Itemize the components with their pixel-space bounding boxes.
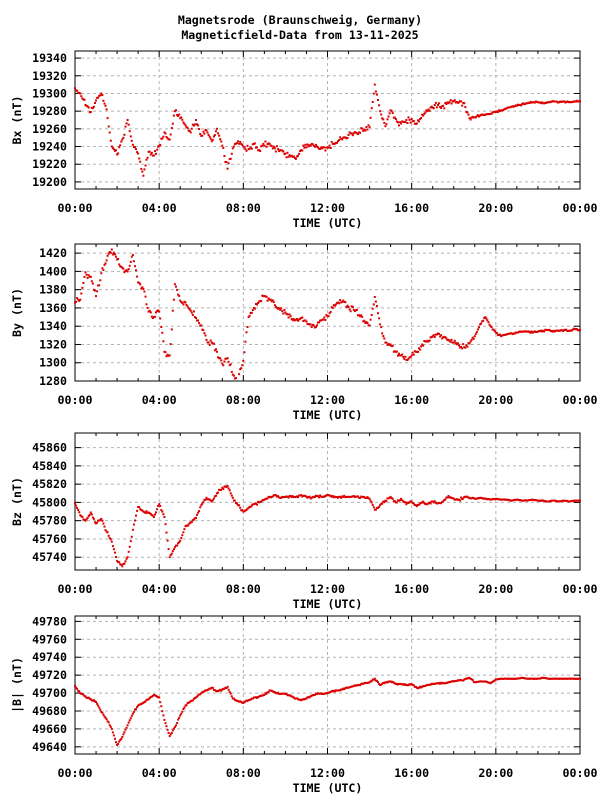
- svg-text:08:00: 08:00: [226, 766, 261, 780]
- gridlines: [75, 51, 580, 189]
- svg-text:04:00: 04:00: [142, 582, 177, 596]
- svg-text:08:00: 08:00: [226, 201, 261, 215]
- svg-text:00:00: 00:00: [58, 393, 93, 407]
- svg-text:00:00: 00:00: [58, 201, 93, 215]
- svg-text:1300: 1300: [39, 356, 67, 370]
- svg-text:12:00: 12:00: [310, 582, 345, 596]
- svg-text:20:00: 20:00: [478, 393, 513, 407]
- data-points: [74, 83, 581, 177]
- svg-text:00:00: 00:00: [563, 201, 598, 215]
- x-axis-title: TIME (UTC): [293, 216, 363, 230]
- svg-text:04:00: 04:00: [142, 766, 177, 780]
- svg-text:1420: 1420: [39, 246, 67, 260]
- svg-text:49720: 49720: [32, 668, 67, 682]
- y-tick-labels: 19200 19220 19240 19260 19280 19300 19320 19340: [32, 51, 67, 189]
- svg-text:04:00: 04:00: [142, 201, 177, 215]
- svg-text:1400: 1400: [39, 264, 67, 278]
- svg-text:16:00: 16:00: [394, 201, 429, 215]
- svg-text:20:00: 20:00: [478, 766, 513, 780]
- svg-text:45760: 45760: [32, 532, 67, 546]
- svg-text:49780: 49780: [32, 614, 67, 628]
- svg-text:45820: 45820: [32, 477, 67, 491]
- figure-title-date: Magneticfield-Data from 13-11-2025: [181, 28, 419, 42]
- svg-text:1320: 1320: [39, 337, 67, 351]
- chart-btotal: 49640 49660 49680 49700 49720 49740 49760 49780…: [10, 614, 597, 795]
- chart-bz: 45740 45760 45780 45800 45820 45840 45860 00:00…: [10, 432, 598, 611]
- x-axis-title: TIME (UTC): [293, 781, 363, 795]
- x-tick-labels: 00:00 04:00 08:00 12:00 16:00 20:00 00:00: [58, 582, 598, 596]
- x-tick-labels: 00:00 04:00 08:00 12:00 16:00 20:00 00:00: [58, 766, 598, 780]
- svg-text:00:00: 00:00: [58, 766, 93, 780]
- figure-title-station: Magnetsrode (Braunschweig, Germany): [177, 13, 423, 27]
- svg-text:19280: 19280: [32, 104, 67, 118]
- svg-text:00:00: 00:00: [563, 582, 598, 596]
- svg-text:45780: 45780: [32, 514, 67, 528]
- x-axis-title: TIME (UTC): [293, 597, 363, 611]
- svg-text:20:00: 20:00: [478, 201, 513, 215]
- svg-text:08:00: 08:00: [226, 582, 261, 596]
- svg-text:16:00: 16:00: [394, 766, 429, 780]
- data-points: [74, 248, 581, 380]
- svg-text:04:00: 04:00: [142, 393, 177, 407]
- svg-text:19260: 19260: [32, 122, 67, 136]
- y-tick-labels: 1280 1300 1320 1340 1360 1380 1400 1420: [39, 246, 67, 388]
- y-axis-title: By (nT): [10, 288, 24, 337]
- svg-text:00:00: 00:00: [58, 582, 93, 596]
- svg-text:1380: 1380: [39, 283, 67, 297]
- svg-text:00:00: 00:00: [563, 766, 598, 780]
- data-points: [74, 485, 581, 568]
- svg-text:49740: 49740: [32, 650, 67, 664]
- svg-text:49660: 49660: [32, 722, 67, 736]
- svg-text:49640: 49640: [32, 740, 67, 754]
- plot-border: [74, 50, 581, 190]
- svg-text:45740: 45740: [32, 550, 67, 564]
- y-axis-title: Bx (nT): [10, 96, 24, 145]
- data-points: [74, 676, 581, 746]
- y-axis-title: |B| (nT): [10, 657, 25, 713]
- y-axis-title: Bz (nT): [10, 477, 24, 526]
- svg-text:45800: 45800: [32, 495, 67, 509]
- svg-text:19340: 19340: [32, 51, 67, 65]
- svg-text:45860: 45860: [32, 441, 67, 455]
- chart-by: 1280 1300 1320 1340 1360 1380 1400 1420 00:00 04:…: [10, 243, 598, 422]
- x-tick-labels: 00:00 04:00 08:00 12:00 16:00 20:00 00:00: [58, 201, 598, 215]
- gridlines: [75, 433, 580, 570]
- svg-text:45840: 45840: [32, 459, 67, 473]
- svg-text:49680: 49680: [32, 704, 67, 718]
- svg-text:1340: 1340: [39, 319, 67, 333]
- svg-text:16:00: 16:00: [394, 393, 429, 407]
- svg-text:00:00: 00:00: [563, 393, 598, 407]
- svg-text:1360: 1360: [39, 301, 67, 315]
- x-axis-title: TIME (UTC): [293, 408, 363, 422]
- svg-text:16:00: 16:00: [394, 582, 429, 596]
- svg-text:1280: 1280: [39, 374, 67, 388]
- svg-text:20:00: 20:00: [478, 582, 513, 596]
- svg-text:19240: 19240: [32, 140, 67, 154]
- svg-text:19300: 19300: [32, 86, 67, 100]
- svg-text:19220: 19220: [32, 157, 67, 171]
- svg-text:08:00: 08:00: [226, 393, 261, 407]
- y-tick-labels: 49640 49660 49680 49700 49720 49740 49760 49780: [32, 614, 67, 753]
- gridlines: [75, 616, 580, 754]
- svg-text:49700: 49700: [32, 686, 67, 700]
- svg-text:12:00: 12:00: [310, 393, 345, 407]
- plot-border: [74, 243, 581, 382]
- y-tick-labels: 45740 45760 45780 45800 45820 45840 45860: [32, 441, 67, 565]
- svg-text:49760: 49760: [32, 632, 67, 646]
- svg-text:19320: 19320: [32, 69, 67, 83]
- svg-text:12:00: 12:00: [310, 201, 345, 215]
- x-tick-labels: 00:00 04:00 08:00 12:00 16:00 20:00 00:00: [58, 393, 598, 407]
- svg-text:19200: 19200: [32, 175, 67, 189]
- chart-bx: 19200 19220 19240 19260 19280 19300 19320 19340…: [10, 50, 598, 230]
- svg-text:12:00: 12:00: [310, 766, 345, 780]
